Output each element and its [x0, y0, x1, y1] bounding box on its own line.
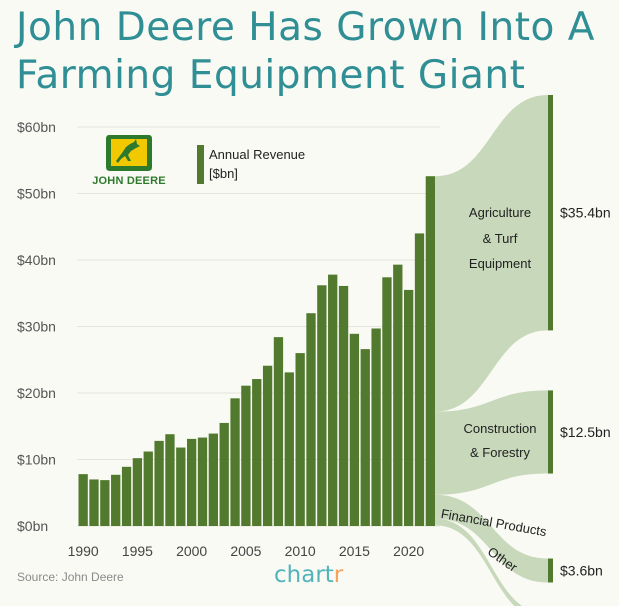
bar-2003	[219, 422, 229, 526]
chart-title-line-2: Farming Equipment Giant	[16, 53, 526, 98]
x-tick-label: 2020	[393, 543, 424, 559]
segment-name-label: Agriculture	[469, 205, 531, 220]
bar-2009	[284, 372, 294, 526]
bar-1990	[78, 474, 88, 526]
x-tick-label: 1995	[122, 543, 153, 559]
bar-2018	[382, 277, 392, 526]
flow-1	[435, 390, 548, 495]
y-tick-label: $10bn	[17, 452, 56, 468]
bar-1997	[154, 440, 164, 526]
legend-title: Annual Revenue	[209, 147, 306, 162]
brand-accent: r	[333, 562, 344, 588]
chart-title-line-1: John Deere Has Grown Into A	[16, 5, 595, 50]
y-tick-label: $60bn	[17, 119, 56, 135]
bar-2005	[241, 385, 251, 526]
segment-value-label: $35.4bn	[560, 205, 611, 221]
chartr-brand: chartr	[274, 562, 343, 588]
legend: Annual Revenue [$bn]	[209, 145, 305, 183]
legend-swatch	[197, 145, 204, 184]
segment-name-label: & Turf	[483, 231, 518, 246]
segment-name-label: Construction	[464, 421, 537, 436]
bar-1998	[165, 434, 175, 526]
revenue-bars	[78, 176, 435, 526]
x-tick-label: 2005	[230, 543, 261, 559]
logo-text: JOHN DEERE	[92, 175, 166, 187]
x-tick-label: 1990	[68, 543, 99, 559]
bar-2006	[252, 379, 262, 526]
segment-name-label: & Forestry	[470, 445, 530, 460]
bar-1995	[132, 458, 143, 526]
x-tick-label: 2000	[176, 543, 207, 559]
flow-3	[435, 518, 523, 606]
bar-1993	[111, 474, 121, 526]
y-tick-label: $50bn	[17, 186, 56, 202]
legend-unit: [$bn]	[209, 166, 238, 181]
bar-2014	[338, 285, 349, 526]
chart-title: John Deere Has Grown Into A Farming Equi…	[16, 4, 616, 100]
segment-bar-1	[548, 390, 553, 474]
y-tick-label: $20bn	[17, 385, 56, 401]
bar-2012	[317, 285, 327, 526]
segment-value-label: $3.6bn	[560, 563, 603, 579]
bar-2016	[360, 349, 370, 526]
bar-2004	[230, 398, 240, 526]
x-tick-label: 2015	[339, 543, 370, 559]
segment-bar-0	[548, 95, 553, 331]
john-deere-logo: JOHN DEERE	[84, 133, 174, 191]
segment-flows	[435, 95, 548, 606]
bar-2013	[328, 274, 338, 526]
bar-2017	[371, 328, 381, 526]
deer-logo-icon	[106, 135, 152, 171]
brand-main: chart	[274, 562, 334, 588]
bar-2008	[273, 337, 284, 526]
bar-1992	[100, 480, 110, 526]
bar-2021	[414, 233, 425, 526]
bar-2011	[306, 313, 316, 526]
bar-2010	[295, 353, 305, 526]
segment-value-label: $12.5bn	[560, 424, 611, 440]
source-note: Source: John Deere	[17, 570, 124, 584]
bar-2002	[208, 433, 218, 526]
bar-1999	[176, 447, 186, 526]
flow-2	[435, 494, 548, 583]
bar-2019	[393, 264, 403, 526]
bar-2015	[349, 333, 360, 526]
flow-0	[435, 95, 548, 412]
y-tick-label: $40bn	[17, 252, 56, 268]
bar-2000	[187, 438, 197, 526]
segment-name-label: Equipment	[469, 256, 532, 271]
segment-bar-2	[548, 558, 553, 583]
bar-2007	[262, 365, 273, 526]
bar-1994	[121, 466, 132, 526]
bar-1996	[143, 451, 153, 526]
x-tick-label: 2010	[285, 543, 316, 559]
bar-2022	[425, 176, 435, 526]
y-tick-label: $30bn	[17, 319, 56, 335]
bar-1991	[89, 479, 99, 526]
segment-bars	[548, 95, 553, 583]
bar-2001	[197, 437, 208, 526]
bar-2020	[404, 289, 414, 526]
y-tick-label: $0bn	[17, 518, 48, 534]
